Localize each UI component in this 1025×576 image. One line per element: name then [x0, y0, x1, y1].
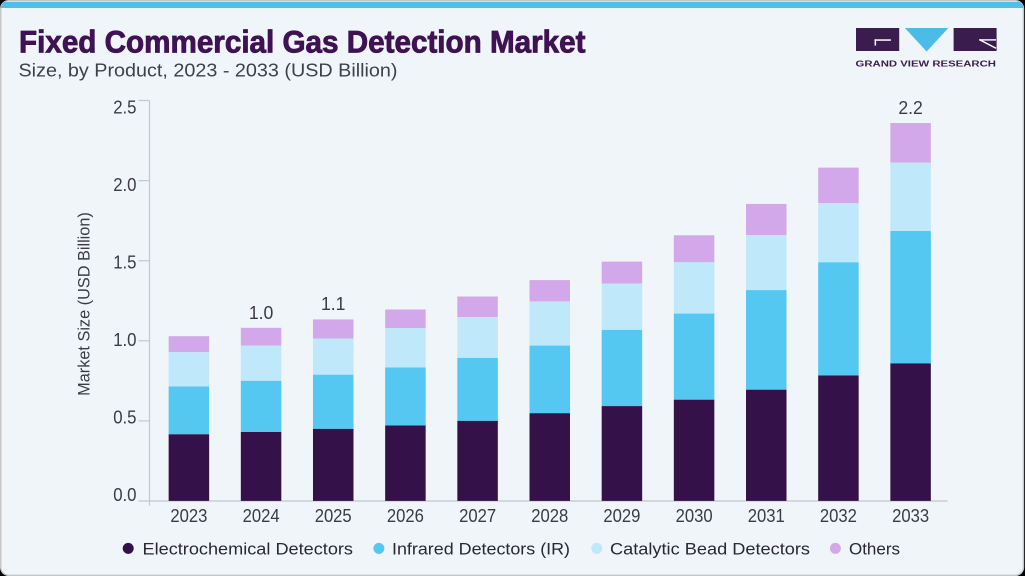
svg-text:2027: 2027 — [459, 505, 496, 526]
svg-text:2024: 2024 — [243, 505, 280, 526]
svg-text:2026: 2026 — [387, 505, 424, 526]
svg-text:2023: 2023 — [170, 505, 207, 526]
svg-text:1.0: 1.0 — [113, 329, 136, 350]
svg-text:0.0: 0.0 — [113, 484, 136, 505]
svg-text:GRAND VIEW RESEARCH: GRAND VIEW RESEARCH — [856, 59, 997, 69]
svg-text:Catalytic Bead Detectors: Catalytic Bead Detectors — [610, 539, 810, 558]
svg-text:2031: 2031 — [748, 505, 785, 526]
svg-text:Others: Others — [849, 539, 900, 558]
svg-text:0.5: 0.5 — [113, 406, 136, 427]
svg-text:Fixed Commercial Gas Detection: Fixed Commercial Gas Detection Market — [19, 24, 586, 59]
svg-text:2028: 2028 — [531, 505, 568, 526]
svg-text:2030: 2030 — [676, 505, 713, 526]
svg-text:Size, by Product, 2023 - 2033: Size, by Product, 2023 - 2033 (USD Billi… — [19, 59, 398, 80]
svg-text:2033: 2033 — [892, 505, 929, 526]
svg-text:2032: 2032 — [820, 505, 857, 526]
svg-text:1.1: 1.1 — [321, 293, 346, 314]
svg-text:2.2: 2.2 — [898, 97, 923, 118]
svg-text:1.0: 1.0 — [249, 302, 274, 323]
svg-text:Infrared Detectors (IR): Infrared Detectors (IR) — [392, 539, 570, 558]
svg-text:Market Size (USD Billion): Market Size (USD Billion) — [76, 212, 94, 396]
svg-text:2.0: 2.0 — [113, 174, 136, 195]
svg-text:2029: 2029 — [603, 505, 640, 526]
svg-text:1.5: 1.5 — [113, 252, 136, 273]
svg-text:2.5: 2.5 — [113, 96, 136, 117]
svg-text:Electrochemical Detectors: Electrochemical Detectors — [143, 539, 354, 558]
svg-text:2025: 2025 — [315, 505, 352, 526]
